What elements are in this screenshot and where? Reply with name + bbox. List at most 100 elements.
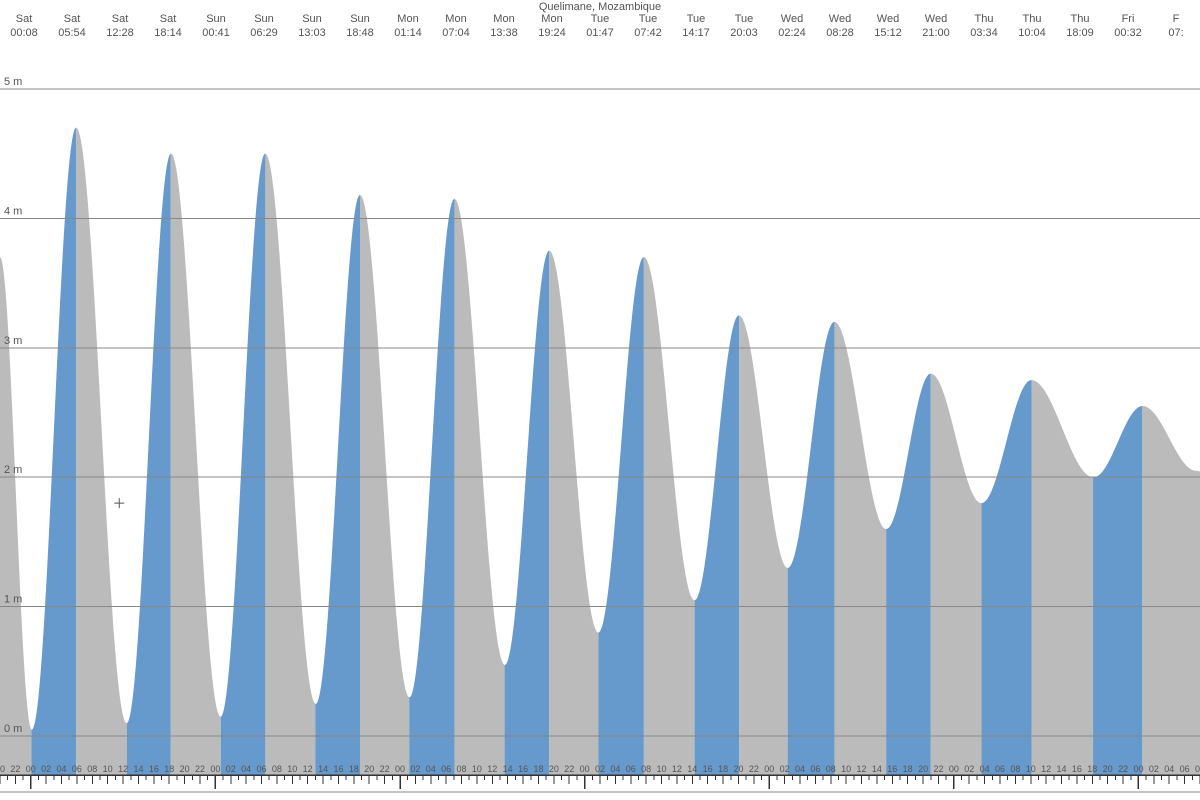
x-axis-hour-label: 08 [1010,764,1020,774]
y-axis-tick-label: 5 m [4,76,22,88]
header-day-label: Thu [975,13,994,25]
x-axis-hour-label: 04 [610,764,620,774]
x-axis-hour-label: 04 [426,764,436,774]
x-axis-hour-label: 04 [241,764,251,774]
x-axis-hour-label: 18 [349,764,359,774]
tide-segment-rising [32,128,77,775]
header-time-label: 00:08 [10,27,38,39]
header-time-label: 00:32 [1114,27,1142,39]
header-day-label: Mon [445,13,466,25]
x-axis-hour-label: 18 [533,764,543,774]
x-axis-hour-label: 00 [395,764,405,774]
tide-segment-falling [171,154,221,775]
header-time-label: 00:41 [202,27,230,39]
header-time-label: 15:12 [874,27,902,39]
x-axis-hour-label: 08 [457,764,467,774]
x-axis-hour-label: 12 [118,764,128,774]
header-day-label: Thu [1071,13,1090,25]
header-time-label: 05:54 [58,27,86,39]
header-time-label: 20:03 [730,27,758,39]
header-day-label: Wed [925,13,947,25]
y-axis-tick-label: 0 m [4,723,22,735]
header-time-label: 07: [1168,27,1183,39]
tide-chart: 0 m1 m2 m3 m4 m5 m 202200020406081012141… [0,0,1200,800]
y-axis-tick-label: 4 m [4,205,22,217]
x-axis-hour-label: 14 [318,764,328,774]
x-axis-hour-label: 14 [1057,764,1067,774]
x-axis-ticks [0,775,1200,789]
x-axis-hour-label: 00 [580,764,590,774]
x-axis-hour-label: 22 [749,764,759,774]
x-axis-hour-label: 20 [180,764,190,774]
header-time-label: 01:47 [586,27,614,39]
x-axis-hour-label: 10 [657,764,667,774]
x-axis-hour-label: 20 [364,764,374,774]
header-day-label: Sat [64,13,81,25]
tide-segment-falling [739,315,787,775]
x-axis-hour-label: 22 [195,764,205,774]
x-axis-hour-label: 04 [980,764,990,774]
header-time-label: 01:14 [394,27,422,39]
x-axis-hour-label: 18 [1087,764,1097,774]
header-time-label: 14:17 [682,27,710,39]
x-axis-hour-label: 04 [57,764,67,774]
tide-segment-rising [982,380,1032,775]
x-axis-hour-label: 14 [503,764,513,774]
x-axis-hour-label: 16 [703,764,713,774]
x-axis-hour-label: 18 [164,764,174,774]
tide-segment-falling [1032,380,1094,775]
x-axis-hour-label: 14 [687,764,697,774]
x-axis-hour-label: 08 [272,764,282,774]
header-day-label: Sun [350,13,370,25]
header-day-label: Tue [735,13,754,25]
header-day-label: Sun [302,13,322,25]
x-axis-hour-label: 06 [626,764,636,774]
x-axis-hour-label: 12 [1041,764,1051,774]
x-axis-hour-label: 02 [964,764,974,774]
x-axis-hour-label: 16 [518,764,528,774]
x-axis-hour-label: 00 [26,764,36,774]
x-axis-hour-label: 10 [841,764,851,774]
header-day-label: Tue [687,13,706,25]
x-axis-hour-label: 14 [872,764,882,774]
x-axis-hour-label: 00 [210,764,220,774]
tide-segment-rising [598,257,643,775]
header-time-label: 07:04 [442,27,470,39]
header-day-label: F [1173,13,1180,25]
header-time-label: 12:28 [106,27,134,39]
x-axis-hour-label: 06 [810,764,820,774]
x-axis-hour-label: 10 [103,764,113,774]
x-axis-hour-label: 22 [933,764,943,774]
header-time-label: 06:29 [250,27,278,39]
header-day-label: Sun [206,13,226,25]
x-axis-hour-label: 10 [1026,764,1036,774]
header-day-label: Sat [160,13,177,25]
header-time-label: 19:24 [538,27,566,39]
header-time-label: 10:04 [1018,27,1046,39]
x-axis-hour-label: 18 [718,764,728,774]
x-axis-hour-label: 20 [918,764,928,774]
header-day-label: Wed [829,13,851,25]
tide-segment-falling [835,322,887,775]
header-labels: Sat00:08Sat05:54Sat12:28Sat18:14Sun00:41… [10,13,1183,39]
cross-mark-layer [114,498,124,508]
x-axis-hour-label: 20 [733,764,743,774]
header-time-label: 18:48 [346,27,374,39]
x-axis-hour-label: 20 [1103,764,1113,774]
header-time-label: 07:42 [634,27,662,39]
tide-segment-rising [788,322,835,775]
tide-segment-rising [315,195,360,775]
tide-segment-falling [1142,406,1200,775]
header-time-label: 18:09 [1066,27,1094,39]
x-axis-hour-label: 16 [1072,764,1082,774]
x-axis-hour-label: 10 [287,764,297,774]
header-time-label: 08:28 [826,27,854,39]
y-axis-tick-label: 3 m [4,335,22,347]
x-axis-hour-label: 12 [672,764,682,774]
x-axis-hour-label: 06 [441,764,451,774]
x-axis-hour-label: 22 [1118,764,1128,774]
x-axis-hour-label: 10 [472,764,482,774]
header-day-label: Wed [877,13,899,25]
x-axis-hour-label: 12 [487,764,497,774]
header-time-label: 02:24 [778,27,806,39]
